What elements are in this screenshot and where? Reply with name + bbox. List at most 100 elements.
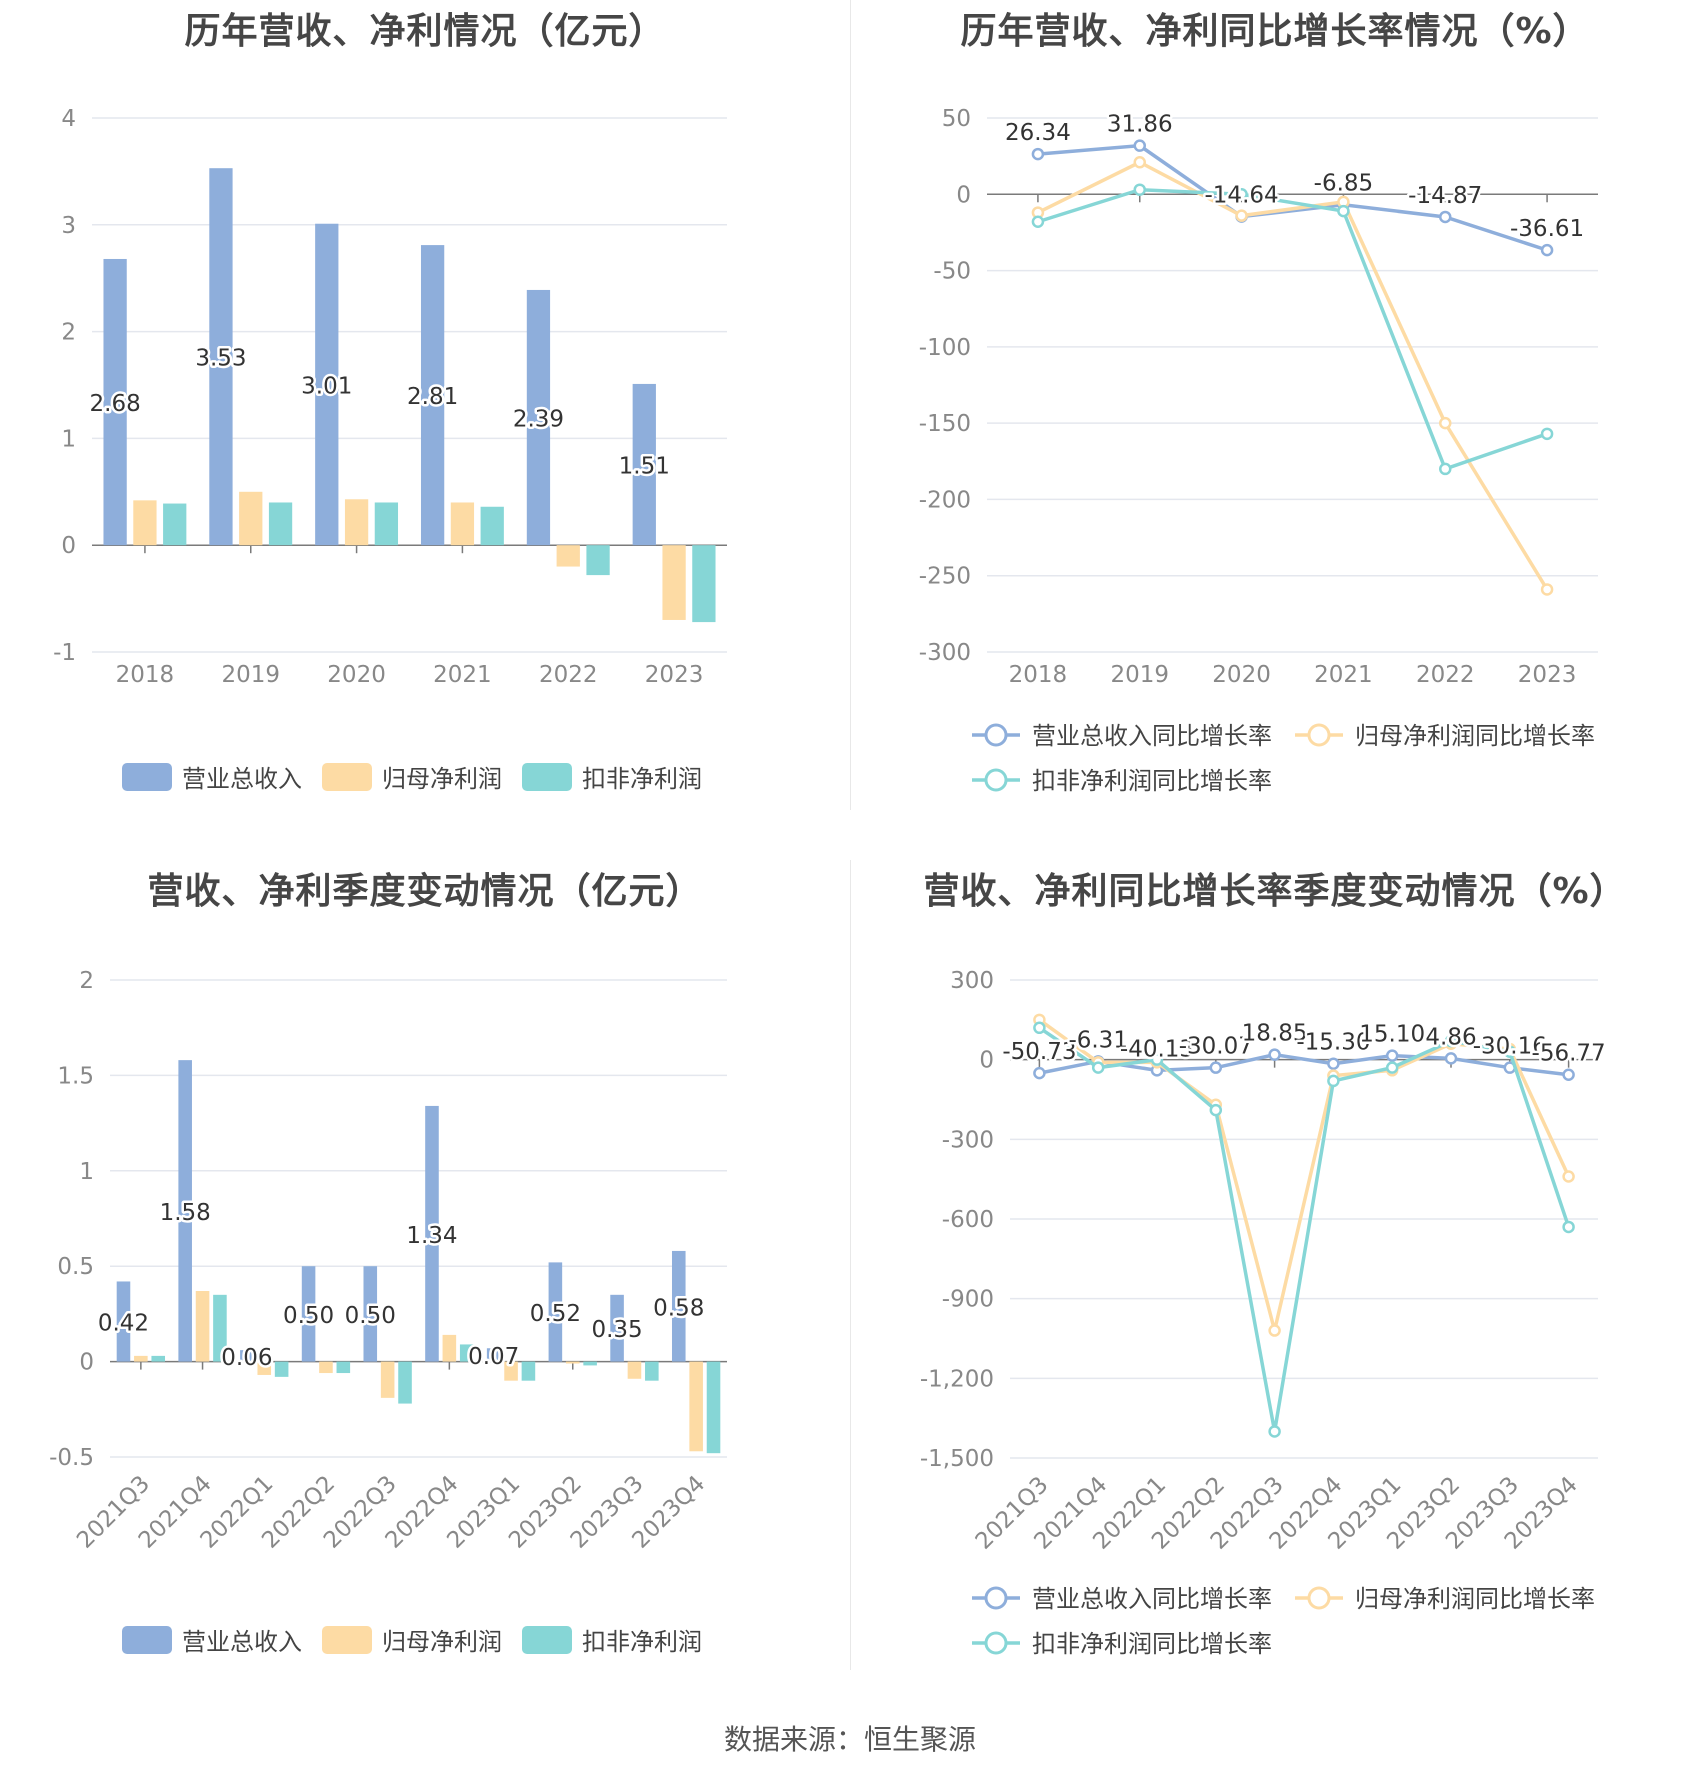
quarterly-revenue-profit-panel: 营收、净利季度变动情况（亿元） -0.5 0 0.5 1 1.5 2 2021Q3 2021Q… bbox=[0, 860, 850, 1720]
y-tick-label: -900 bbox=[942, 1287, 994, 1313]
legend-marker bbox=[1307, 1586, 1331, 1610]
legend-label: 营业总收入 bbox=[182, 765, 302, 793]
series-line bbox=[1038, 1026, 1571, 1432]
legend-item: 归母净利润 bbox=[322, 1626, 502, 1656]
data-point bbox=[1444, 1052, 1458, 1065]
bar bbox=[459, 1344, 474, 1362]
bar bbox=[706, 1361, 721, 1454]
data-point bbox=[1540, 583, 1554, 596]
legend-label: 扣非净利润同比增长率 bbox=[1032, 767, 1272, 795]
bar bbox=[480, 506, 504, 546]
data-point bbox=[1133, 139, 1146, 152]
bar bbox=[315, 223, 339, 546]
data-label: -56.77 bbox=[1532, 1041, 1606, 1067]
data-point bbox=[1268, 1048, 1281, 1061]
y-tick-label: 4 bbox=[61, 106, 76, 132]
data-label: 0.42 bbox=[98, 1311, 149, 1337]
y-tick-label: -1 bbox=[53, 640, 76, 666]
legend-marker bbox=[984, 768, 1008, 792]
legend-item: 营业总收入同比增长率 bbox=[972, 722, 1272, 750]
bar bbox=[627, 1361, 642, 1379]
data-point bbox=[1444, 1034, 1458, 1048]
data-point bbox=[1540, 243, 1554, 257]
bar bbox=[662, 545, 686, 620]
bar bbox=[134, 1355, 148, 1362]
x-tick-label: 2022 bbox=[539, 662, 598, 688]
bar bbox=[209, 168, 233, 546]
data-label: -6.31 bbox=[1068, 1027, 1128, 1053]
legend-label: 归母净利润 bbox=[382, 765, 502, 793]
data-label: 0.35 bbox=[591, 1317, 642, 1343]
chart-title: 营收、净利同比增长率季度变动情况（%） bbox=[923, 871, 1627, 912]
series-0 bbox=[116, 1060, 686, 1362]
x-tick-label: 2021 bbox=[433, 662, 492, 688]
data-label: -6.85 bbox=[1314, 171, 1374, 197]
bar bbox=[632, 383, 656, 546]
bar bbox=[442, 1334, 457, 1362]
bar bbox=[116, 1281, 131, 1362]
data-label: 1.34 bbox=[406, 1223, 457, 1249]
data-point bbox=[1439, 462, 1452, 476]
data-point bbox=[1439, 416, 1452, 430]
data-point bbox=[1562, 1068, 1575, 1081]
series-1 bbox=[134, 1291, 703, 1452]
series-1 bbox=[133, 491, 686, 620]
legend-item: 营业总收入 bbox=[122, 763, 302, 793]
y-tick-label: -1,200 bbox=[920, 1366, 994, 1392]
bar bbox=[689, 1361, 703, 1452]
data-label: 18.85 bbox=[1242, 1021, 1308, 1047]
vertical-divider bbox=[850, 0, 851, 810]
grid-lines bbox=[987, 117, 1598, 653]
x-tick-label: 2023 bbox=[1518, 662, 1577, 688]
legend-item: 营业总收入 bbox=[122, 1626, 302, 1656]
x-tick-label: 2018 bbox=[1009, 662, 1068, 688]
data-source-note: 数据来源：恒生聚源 bbox=[723, 1723, 976, 1756]
legend-marker bbox=[1307, 723, 1331, 747]
y-tick-label: 2 bbox=[79, 968, 94, 994]
bar bbox=[239, 491, 263, 546]
y-tick-label: 0 bbox=[979, 1048, 994, 1074]
bar bbox=[195, 1291, 210, 1362]
bar bbox=[363, 1266, 378, 1362]
data-label: -40.13 bbox=[1120, 1036, 1194, 1062]
legend-item: 扣非净利润 bbox=[522, 763, 702, 793]
bar bbox=[450, 502, 475, 546]
legend-label: 营业总收入 bbox=[182, 1628, 302, 1656]
y-tick-label: -200 bbox=[919, 487, 971, 513]
data-label: -14.87 bbox=[1408, 183, 1482, 209]
data-point bbox=[1031, 215, 1045, 228]
legend-item: 归母净利润同比增长率 bbox=[1295, 1585, 1595, 1613]
bar bbox=[133, 500, 157, 546]
data-label: 2.39 bbox=[513, 407, 564, 433]
data-point bbox=[1091, 1061, 1105, 1074]
vertical-divider bbox=[850, 860, 851, 1670]
series-2 bbox=[151, 1294, 721, 1454]
y-tick-label: -100 bbox=[919, 335, 971, 361]
data-point bbox=[1133, 183, 1146, 196]
data-label: 0.50 bbox=[283, 1303, 334, 1329]
bar bbox=[398, 1361, 412, 1404]
legend-label: 营业总收入同比增长率 bbox=[1032, 722, 1272, 750]
y-tick-label: 3 bbox=[61, 213, 76, 239]
series-line bbox=[1037, 160, 1549, 591]
data-label: 0.50 bbox=[345, 1303, 396, 1329]
legend-swatch bbox=[122, 763, 172, 791]
y-tick-label: 0 bbox=[79, 1350, 94, 1376]
series-line bbox=[1037, 143, 1548, 252]
legend-label: 归母净利润同比增长率 bbox=[1355, 722, 1595, 750]
data-point bbox=[1133, 155, 1146, 169]
data-point bbox=[1327, 1074, 1340, 1088]
chart-title: 历年营收、净利情况（亿元） bbox=[184, 11, 666, 52]
data-point bbox=[1327, 1057, 1340, 1070]
bar bbox=[301, 1266, 316, 1362]
data-point bbox=[1385, 1049, 1399, 1062]
x-tick-label: 2022 bbox=[1416, 662, 1475, 688]
series-2 bbox=[1031, 183, 1554, 476]
legend-item: 归母净利润同比增长率 bbox=[1295, 722, 1595, 750]
bar bbox=[548, 1262, 563, 1362]
y-tick-label: 300 bbox=[950, 968, 994, 994]
legend-swatch bbox=[122, 1626, 172, 1654]
x-tick-label: 2019 bbox=[1110, 662, 1169, 688]
quarterly-growth-rate-chart: -1,500-1,200-900-600-30003002021Q32021Q4… bbox=[920, 968, 1608, 1658]
data-point bbox=[1235, 209, 1248, 222]
